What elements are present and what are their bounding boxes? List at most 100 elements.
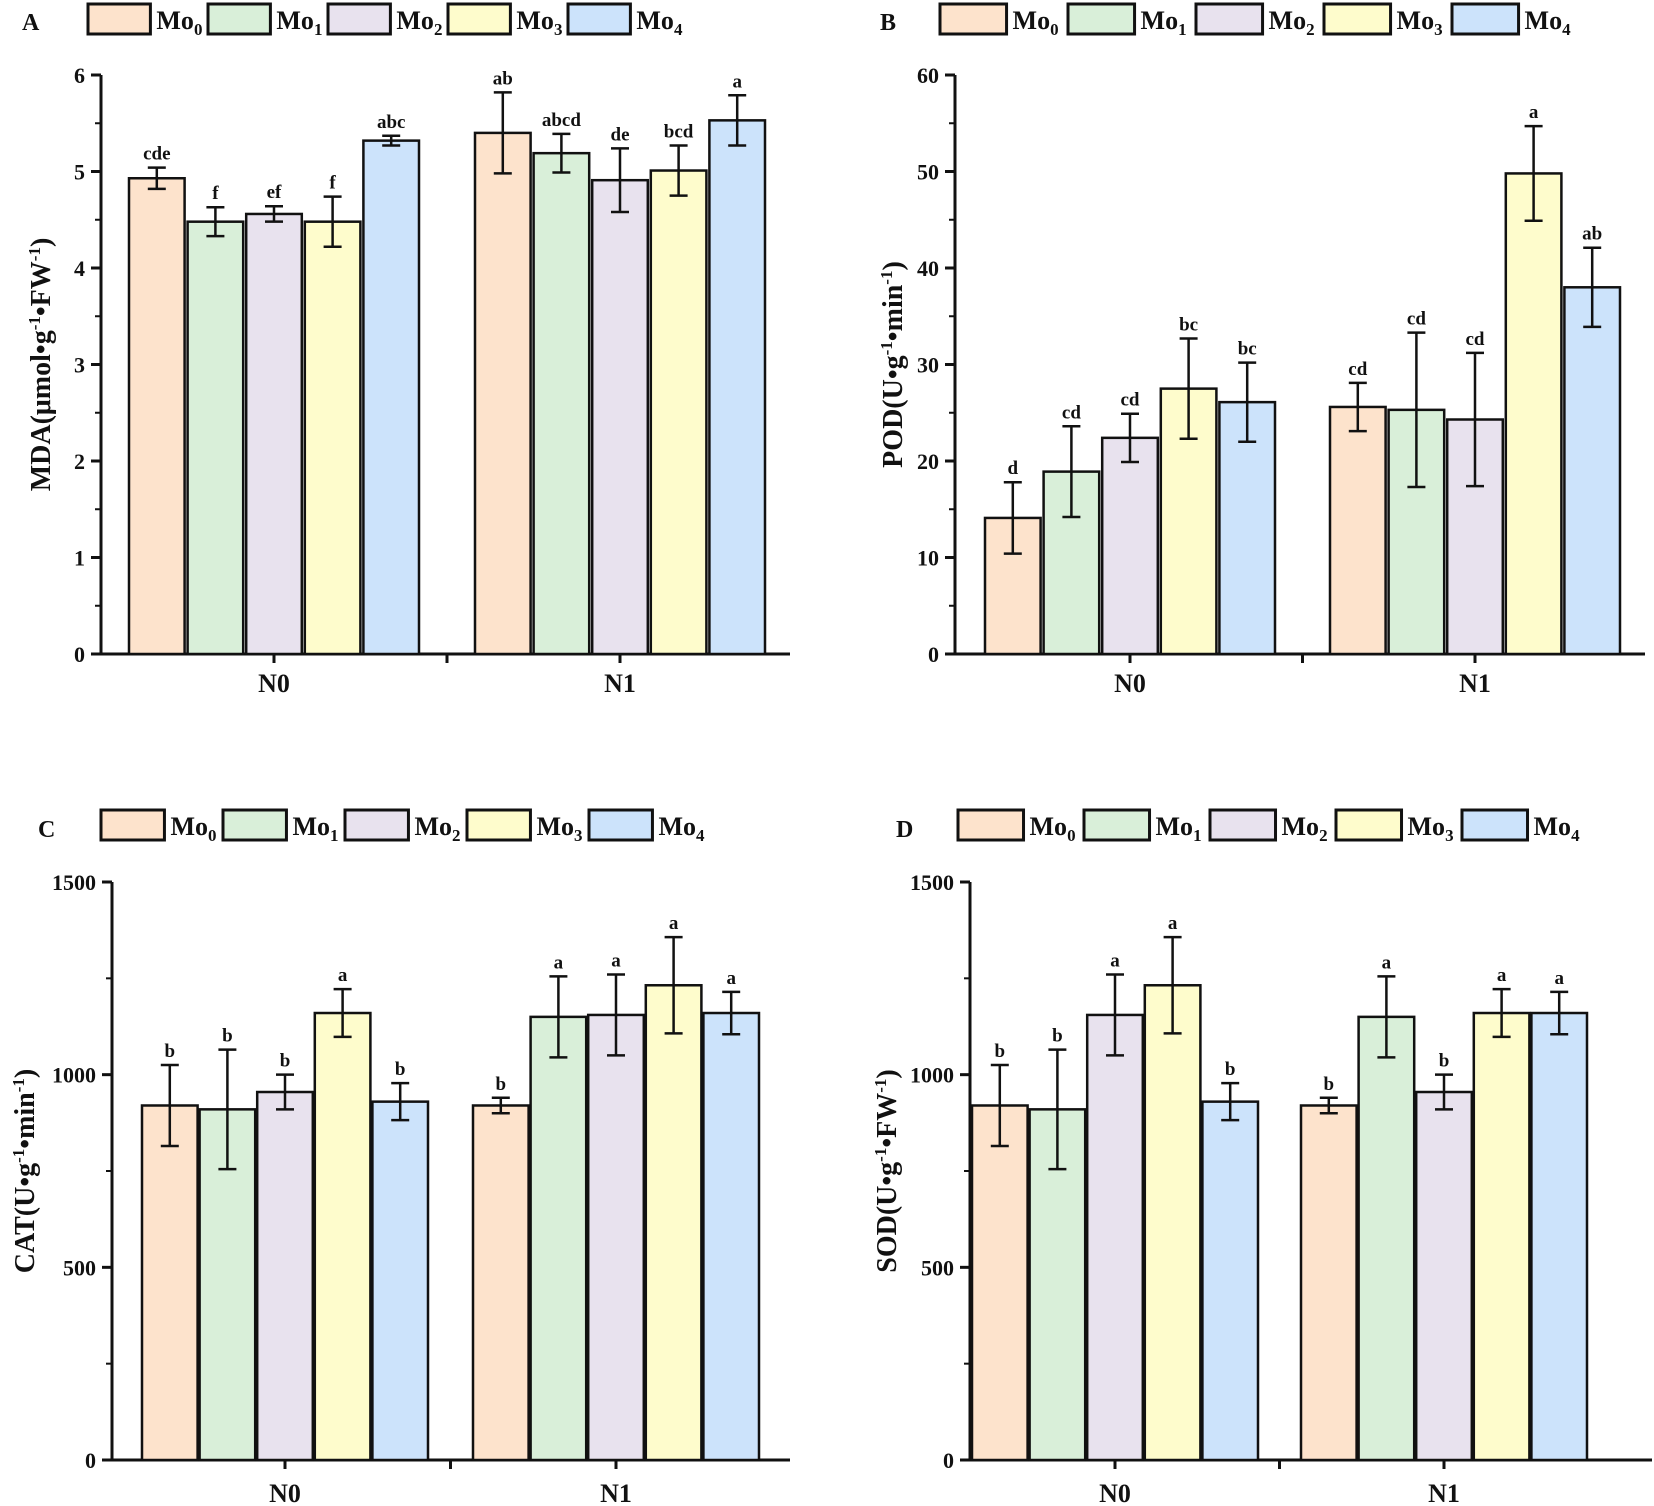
legend-item: Mo1 (206, 2, 322, 39)
significance-label: a (1168, 913, 1178, 934)
legend-item: Mo4 (587, 808, 705, 845)
significance-label: a (669, 913, 679, 934)
x-category-label: N0 (258, 669, 290, 698)
legend-label: Mo3 (1397, 6, 1443, 39)
significance-label: f (329, 173, 336, 194)
significance-label: bcd (664, 121, 694, 142)
significance-label: b (280, 1051, 291, 1072)
bar (1085, 1013, 1145, 1462)
bar (1414, 1090, 1474, 1462)
panel-D: D Mo0 Mo1 Mo2 Mo3 Mo4 0 500 1000 1500 SOD(U•g-1•FW… (871, 808, 1652, 1506)
significance-label: b (1052, 1026, 1063, 1047)
legend-label: Mo3 (1408, 812, 1454, 845)
bar (244, 212, 304, 656)
bar (586, 1013, 646, 1462)
y-tick-label: 4 (74, 256, 85, 281)
bar (471, 1104, 530, 1462)
x-category-label: N1 (1428, 1479, 1460, 1506)
legend-label: Mo0 (1030, 812, 1076, 845)
significance-label: b (165, 1041, 176, 1062)
legend-swatch (1194, 2, 1265, 36)
y-tick-label: 0 (85, 1448, 96, 1473)
y-tick-label: 40 (917, 256, 939, 281)
legend-swatch (938, 2, 1009, 36)
bar (1504, 172, 1563, 656)
bar (1299, 1104, 1358, 1462)
legend-swatch (566, 2, 632, 36)
bar (127, 177, 186, 656)
legend-item: Mo2 (326, 2, 442, 39)
bar (649, 169, 708, 656)
legend-swatch (343, 808, 410, 842)
legend-item: Mo4 (566, 2, 683, 39)
y-tick-label: 10 (917, 546, 939, 571)
y-tick-label: 20 (917, 449, 939, 474)
bar (1201, 1100, 1260, 1462)
y-tick-label: 60 (917, 63, 939, 88)
panel-letter: B (880, 10, 896, 36)
bar (532, 151, 591, 656)
y-axis-label: POD(U•g-1•min-1) (877, 261, 909, 468)
bar (1357, 1015, 1416, 1462)
legend-label: Mo0 (156, 6, 202, 39)
significance-label: ab (1582, 224, 1602, 245)
significance-label: bc (1179, 314, 1198, 335)
significance-label: d (1008, 458, 1019, 479)
legend-label: Mo3 (516, 6, 562, 39)
bar (529, 1015, 588, 1462)
legend-label: Mo2 (396, 6, 442, 39)
bar (371, 1100, 430, 1462)
legend-label: Mo4 (1525, 6, 1572, 39)
legend-label: Mo3 (536, 812, 582, 845)
bar (1563, 286, 1622, 656)
significance-label: b (995, 1041, 1006, 1062)
significance-label: a (1529, 102, 1539, 123)
legend-swatch (86, 2, 152, 36)
legend-item: Mo4 (1460, 808, 1580, 845)
panel-A: A Mo0 Mo1 Mo2 Mo3 Mo4 0 1 2 3 4 5 6 MDA(μmol•g-1•FW-1… (22, 2, 790, 698)
bar (702, 1011, 761, 1462)
significance-label: a (732, 71, 742, 92)
y-axis-label: MDA(μmol•g-1•FW-1) (25, 238, 57, 492)
significance-label: a (1110, 950, 1120, 971)
bar (303, 220, 362, 656)
y-tick-label: 6 (74, 63, 85, 88)
legend-label: Mo1 (292, 812, 338, 845)
significance-label: a (554, 952, 564, 973)
y-tick-label: 30 (917, 353, 939, 378)
bar (1530, 1011, 1589, 1462)
significance-label: b (222, 1026, 233, 1047)
significance-label: cd (1348, 359, 1367, 380)
legend-label: Mo4 (636, 6, 683, 39)
legend-item: Mo1 (221, 808, 338, 845)
significance-label: cde (143, 144, 170, 165)
significance-label: abc (377, 112, 406, 133)
legend-swatch (221, 808, 288, 842)
legend-item: Mo2 (1194, 2, 1315, 39)
legend-label: Mo0 (1013, 6, 1059, 39)
x-category-label: N1 (600, 1479, 632, 1506)
legend-swatch (1450, 2, 1521, 36)
bar (644, 984, 703, 1462)
significance-label: a (611, 950, 621, 971)
y-tick-label: 5 (74, 160, 85, 185)
significance-label: a (1382, 952, 1392, 973)
legend-item: Mo0 (86, 2, 202, 39)
legend-swatch (1322, 2, 1393, 36)
y-tick-label: 500 (63, 1255, 96, 1280)
significance-label: f (212, 183, 219, 204)
x-category-label: N0 (1099, 1479, 1131, 1506)
panel-letter: D (896, 817, 913, 843)
legend-item: Mo1 (1082, 808, 1202, 845)
panel-letter: C (38, 817, 55, 843)
legend-label: Mo1 (1156, 812, 1202, 845)
legend-item: Mo3 (446, 2, 562, 39)
legend-swatch (446, 2, 512, 36)
legend-label: Mo1 (276, 6, 322, 39)
significance-label: ef (267, 182, 282, 203)
x-category-label: N1 (1459, 669, 1491, 698)
bar (1143, 984, 1202, 1462)
bar (186, 220, 245, 656)
legend-swatch (956, 808, 1026, 842)
